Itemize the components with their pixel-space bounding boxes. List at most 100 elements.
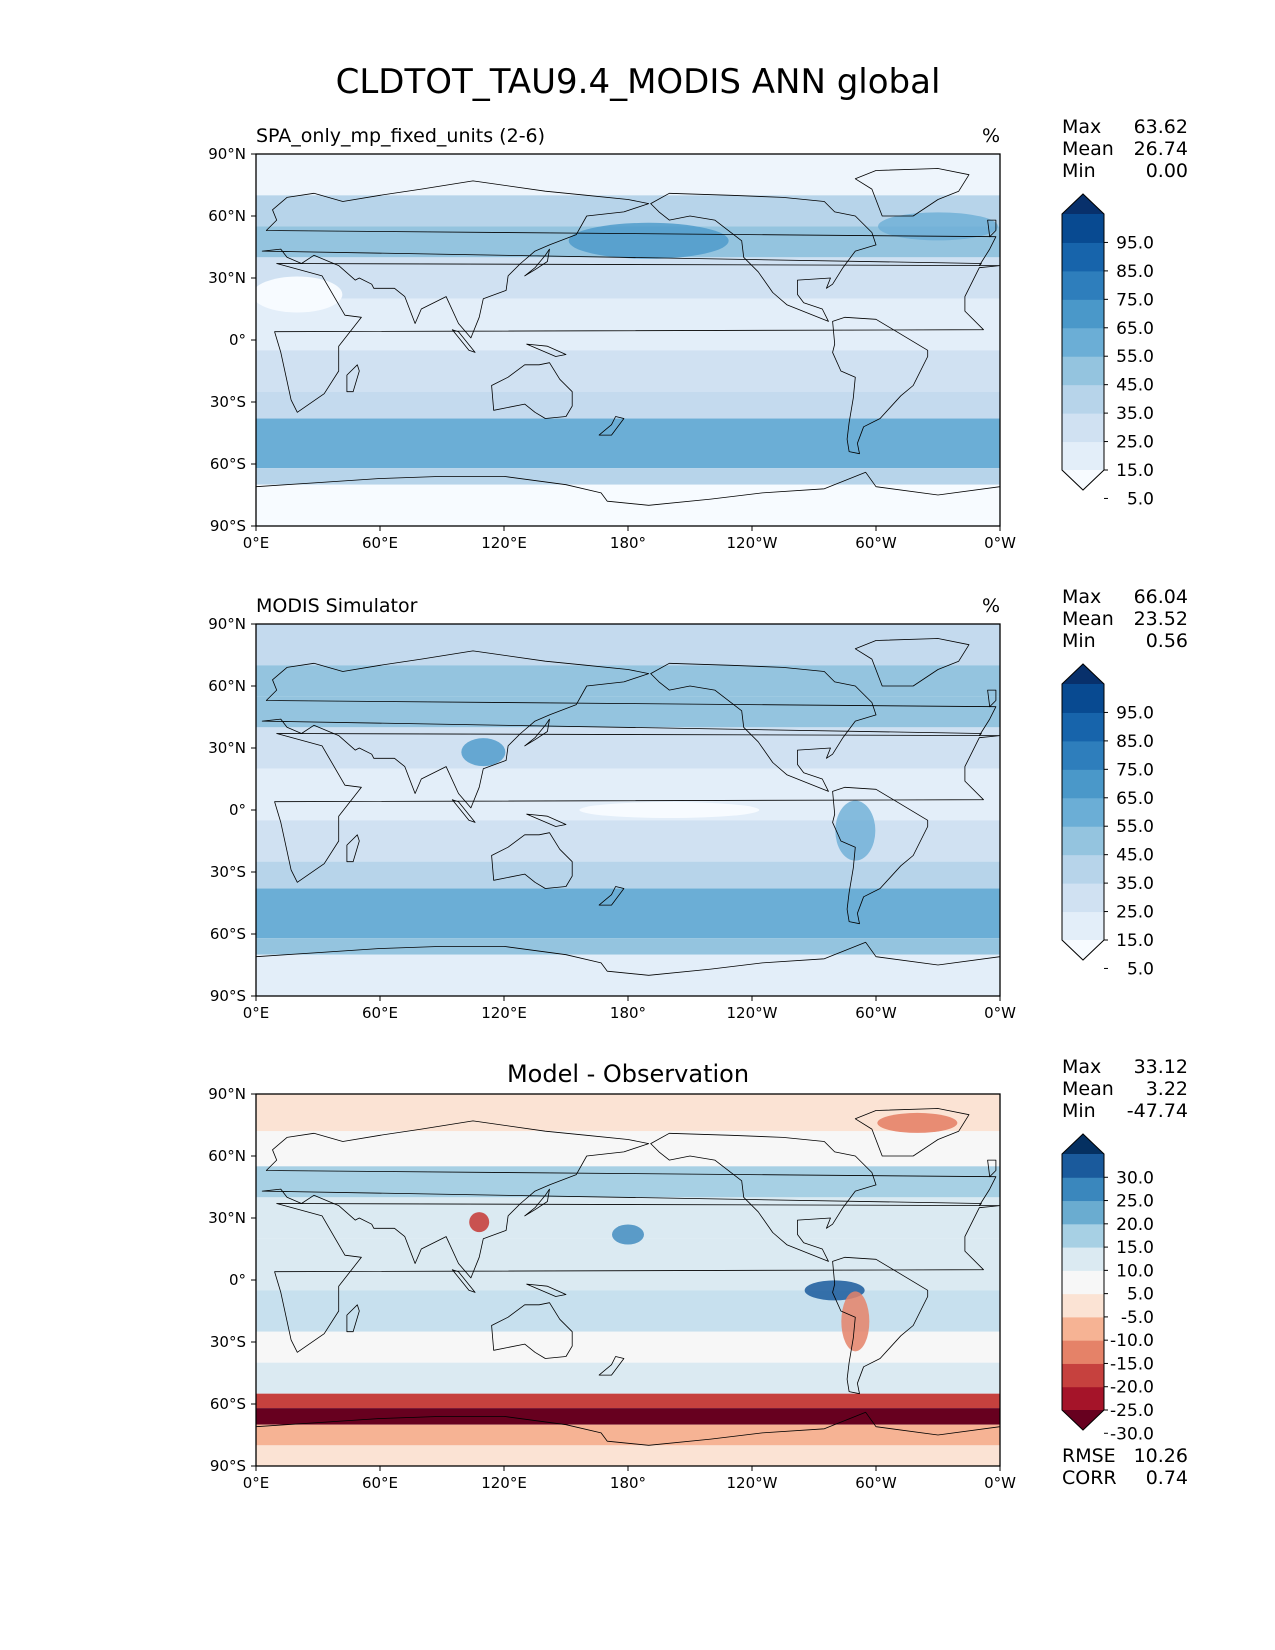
colorbar-tick-label: 95.0 [1116, 233, 1154, 253]
stat-value: 33.12 [1134, 1056, 1188, 1078]
lon-tick-label: 120°E [481, 1004, 527, 1022]
colorbar-tick-label: 35.0 [1116, 404, 1154, 424]
colorbar-tick-label: 5.0 [1127, 1285, 1154, 1305]
lat-tick-label: 60°S [210, 1395, 246, 1413]
map-panel-2: 90°N 60°N 30°N 0° 30°S 60°S 90°S0°E 60°E 120°E 18… [208, 586, 1188, 1022]
colorbar: 95.0 85.0 75.0 65.0 55.0 45.0 35.0 25.0 15.0 5.0 [1061, 663, 1154, 979]
lat-tick-label: 60°N [208, 1147, 246, 1165]
colorbar-tick-label: 20.0 [1116, 1215, 1154, 1235]
colorbar-segment [1062, 712, 1104, 742]
colorbar-segment [1062, 740, 1104, 770]
lon-tick-label: 0°E [243, 1474, 270, 1492]
colorbar-segment [1062, 769, 1104, 799]
colorbar-tick-label: 25.0 [1116, 433, 1154, 453]
colorbar-tick-label: 15.0 [1116, 931, 1154, 951]
colorbar-tick-label: 55.0 [1116, 817, 1154, 837]
panel-units: % [982, 125, 1000, 147]
panel-title: Model - Observation [507, 1060, 749, 1088]
lat-tick-label: 30°N [208, 739, 246, 757]
lon-tick-label: 0°E [243, 534, 270, 552]
colorbar-extend-min [1062, 940, 1104, 960]
lon-tick-label: 60°W [855, 534, 897, 552]
colorbar-segment [1062, 327, 1104, 357]
lat-tick-label: 30°N [208, 1209, 246, 1227]
lat-tick-label: 90°S [210, 987, 246, 1005]
stat-label: RMSE [1062, 1445, 1116, 1467]
lat-tick-label: 90°S [210, 1457, 246, 1475]
colorbar-tick-label: 35.0 [1116, 874, 1154, 894]
colorbar: 95.0 85.0 75.0 65.0 55.0 45.0 35.0 25.0 15.0 5.0 [1061, 193, 1154, 509]
stat-value: 0.00 [1146, 160, 1188, 182]
lon-tick-label: 120°W [727, 1474, 778, 1492]
lon-tick-label: 120°E [481, 1474, 527, 1492]
colorbar-tick-label: 75.0 [1116, 760, 1154, 780]
stat-label: Min [1062, 160, 1096, 182]
colorbar-segment [1062, 1270, 1104, 1295]
colorbar-extend-min [1062, 1410, 1104, 1430]
map-field [256, 624, 1000, 996]
colorbar-segment [1062, 1247, 1104, 1271]
stat-label: Max [1062, 1056, 1101, 1078]
colorbar-extend-max [1062, 194, 1104, 214]
colorbar-segment [1062, 1293, 1104, 1318]
colorbar-tick-label: 25.0 [1116, 903, 1154, 923]
lat-tick-label: 90°N [208, 1085, 246, 1103]
colorbar-tick-label: 95.0 [1116, 703, 1154, 723]
colorbar-segment [1062, 1340, 1104, 1364]
colorbar-tick-label: 45.0 [1116, 376, 1154, 396]
figure-title: CLDTOT_TAU9.4_MODIS ANN global [336, 62, 941, 102]
stat-value: 0.74 [1146, 1467, 1188, 1489]
lat-tick-label: 60°S [210, 455, 246, 473]
map-panel-3: 90°N 60°N 30°N 0° 30°S 60°S 90°S0°E 60°E 120°E 18… [208, 1056, 1188, 1492]
colorbar-extend-max [1062, 664, 1104, 684]
colorbar-tick-label: 5.0 [1127, 959, 1154, 979]
colorbar-tick-label: 75.0 [1116, 290, 1154, 310]
stat-label: Max [1062, 586, 1101, 608]
lon-tick-label: 180° [610, 1474, 646, 1492]
colorbar-segment [1062, 911, 1104, 941]
colorbar-segment [1062, 797, 1104, 827]
lat-tick-label: 90°N [208, 615, 246, 633]
colorbar-segment [1062, 1177, 1104, 1202]
colorbar-segment [1062, 1316, 1104, 1341]
colorbar-segment [1062, 854, 1104, 884]
stat-value: 63.62 [1134, 116, 1188, 138]
stat-label: Min [1062, 630, 1096, 652]
colorbar-segment [1062, 1223, 1104, 1248]
panel-title: SPA_only_mp_fixed_units (2-6) [256, 125, 545, 147]
colorbar-tick-label: -5.0 [1121, 1308, 1154, 1328]
lon-tick-label: 120°W [727, 1004, 778, 1022]
colorbar-segment [1062, 413, 1104, 443]
colorbar-tick-label: 5.0 [1127, 489, 1154, 509]
colorbar-segment [1062, 214, 1104, 243]
lat-tick-label: 0° [229, 1271, 246, 1289]
map-field [256, 154, 1000, 526]
stat-value: 66.04 [1134, 586, 1188, 608]
stat-value: 26.74 [1134, 138, 1188, 160]
stat-value: 10.26 [1134, 1445, 1188, 1467]
colorbar-segment [1062, 299, 1104, 329]
lat-tick-label: 90°S [210, 517, 246, 535]
panel-title: MODIS Simulator [256, 595, 418, 617]
colorbar-tick-label: 10.0 [1116, 1261, 1154, 1281]
lat-tick-label: 60°N [208, 677, 246, 695]
lon-tick-label: 0°W [984, 1474, 1016, 1492]
colorbar-tick-label: 45.0 [1116, 846, 1154, 866]
lon-tick-label: 0°W [984, 1004, 1016, 1022]
lon-tick-label: 60°E [362, 1004, 398, 1022]
lat-tick-label: 60°N [208, 207, 246, 225]
colorbar-tick-label: -10.0 [1110, 1331, 1154, 1351]
lon-tick-label: 120°W [727, 534, 778, 552]
lat-tick-label: 0° [229, 331, 246, 349]
colorbar-segment [1062, 441, 1104, 471]
stat-label: Mean [1062, 138, 1114, 160]
colorbar-segment [1062, 1386, 1104, 1411]
map-field [256, 1094, 1000, 1466]
stat-value: 3.22 [1146, 1078, 1188, 1100]
stat-label: Mean [1062, 1078, 1114, 1100]
stat-value: 0.56 [1146, 630, 1188, 652]
colorbar-segment [1062, 384, 1104, 414]
lat-tick-label: 30°N [208, 269, 246, 287]
lon-tick-label: 180° [610, 534, 646, 552]
